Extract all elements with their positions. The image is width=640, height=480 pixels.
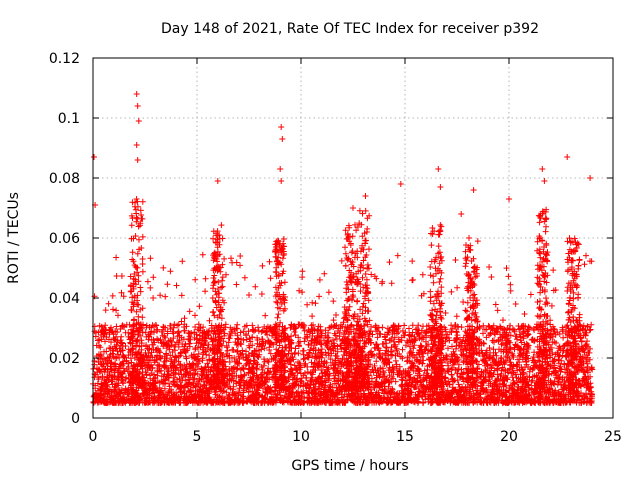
x-tick-label: 10 <box>292 429 310 445</box>
x-axis-title: GPS time / hours <box>291 458 408 474</box>
x-tick-label: 25 <box>604 429 622 445</box>
x-tick-label: 20 <box>500 429 518 445</box>
x-tick-label: 5 <box>193 429 202 445</box>
data-points <box>90 91 596 406</box>
y-tick-label: 0.02 <box>49 351 80 367</box>
y-tick-label: 0 <box>71 411 80 427</box>
y-tick-label: 0.04 <box>49 291 80 307</box>
y-tick-label: 0.06 <box>49 231 80 247</box>
y-tick-label: 0.08 <box>49 171 80 187</box>
y-tick-label: 0.1 <box>58 111 80 127</box>
y-tick-label: 0.12 <box>49 51 80 67</box>
chart-title: Day 148 of 2021, Rate Of TEC Index for r… <box>161 21 539 37</box>
scatter-markers <box>90 91 596 406</box>
x-tick-label: 15 <box>396 429 414 445</box>
x-tick-label: 0 <box>89 429 98 445</box>
x-tick-labels: 0 5 10 15 20 25 <box>89 429 622 445</box>
y-axis-title: ROTI / TECUs <box>6 192 22 284</box>
y-tick-labels: 0 0.02 0.04 0.06 0.08 0.1 0.12 <box>49 51 80 427</box>
axis-ticks <box>92 57 614 419</box>
